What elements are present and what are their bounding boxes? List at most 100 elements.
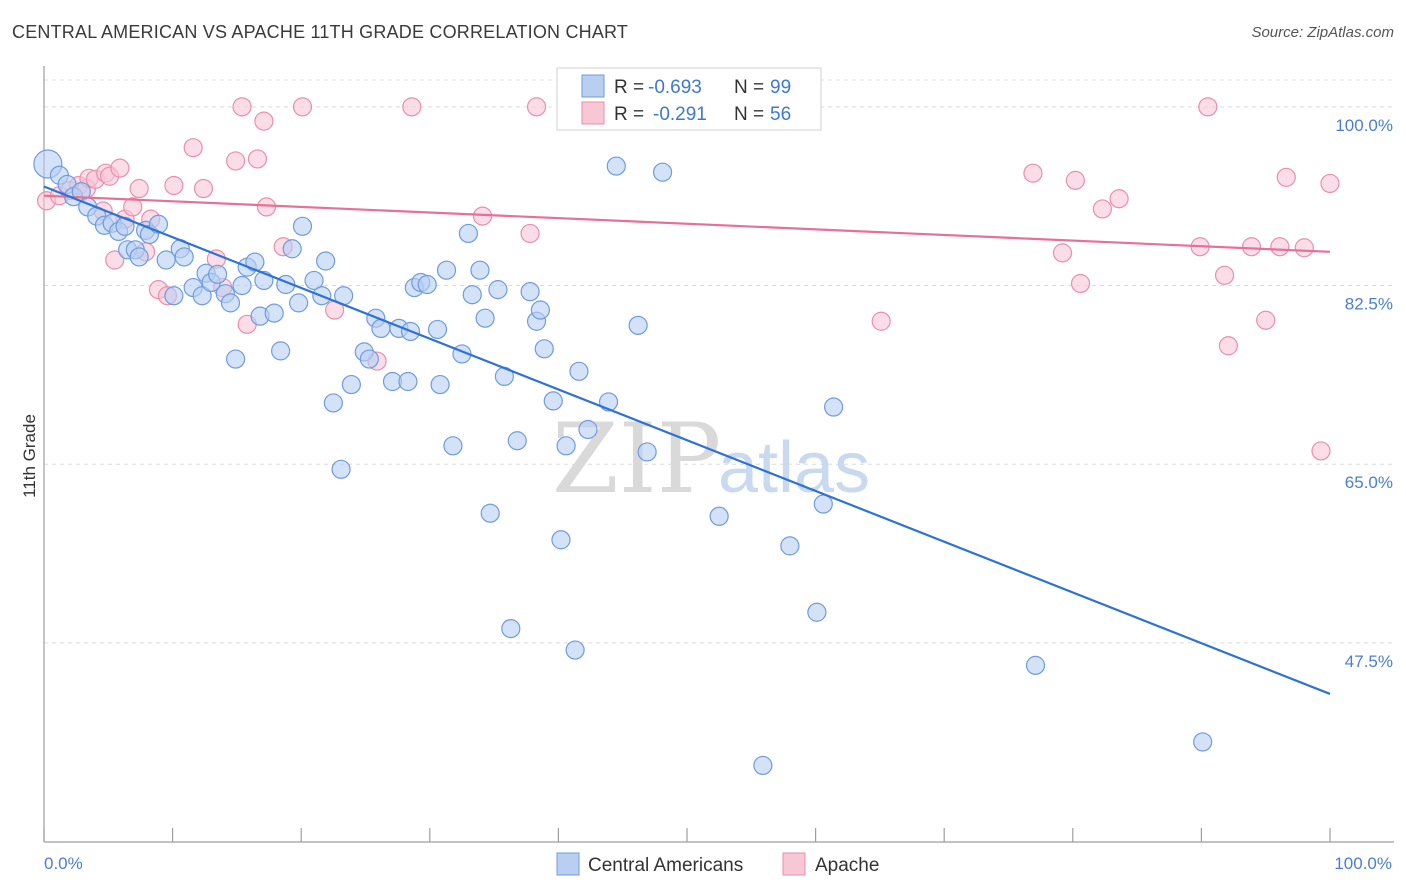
x-tick-label-100: 100.0% [1334,854,1392,873]
watermark-atlas: atlas [718,428,870,508]
central-americans-point [709,506,729,526]
y-tick-label: 100.0% [1335,116,1393,135]
central-americans-point [304,270,324,291]
central-americans-point [427,319,448,340]
apache-point [247,149,268,169]
central-americans-point [565,640,585,660]
apache-point [129,178,149,199]
central-americans-point [628,315,648,335]
central-americans-point [443,436,463,456]
apache-point [526,97,547,117]
apache-point [1109,189,1129,209]
legend-n-label-pink: N = [734,104,764,125]
legend-n-value-pink: 56 [770,104,791,125]
series-legend-label-apache: Apache [815,855,879,876]
central-americans-point [534,339,554,359]
central-americans-point [637,442,657,462]
central-americans-point [245,252,265,272]
apache-point [1092,199,1112,219]
central-americans-point [164,286,184,306]
central-americans-point [1025,655,1046,675]
x-tick-label-0: 0.0% [44,854,83,873]
y-tick-label: 47.5% [1345,652,1393,671]
apache-point [123,197,143,217]
apache-point [256,197,277,217]
central-americans-point [359,349,379,369]
central-americans-point [530,300,550,320]
central-americans-point [507,431,527,451]
legend-r-value-pink: -0.291 [653,104,707,125]
apache-point [1052,243,1073,263]
central-americans-point [578,419,598,440]
series-legend: Central Americans Apache [556,852,879,876]
central-americans-point [462,285,482,305]
apache-point [1070,273,1091,294]
central-americans-point [341,374,361,395]
watermark-zip: ZIP [552,403,721,515]
central-americans-point [807,602,827,622]
y-tick-label: 65.0% [1345,473,1393,492]
apache-point [1276,167,1296,187]
legend-swatch-blue [581,74,605,98]
central-americans-point [192,286,212,306]
apache-point [183,138,203,158]
series-legend-swatch-apache [782,852,806,876]
apache-point [1311,441,1331,461]
apache-point [402,97,422,117]
apache-point [520,223,540,244]
apache-point [1294,238,1314,258]
central-americans-point [488,280,508,300]
central-americans-point [1193,732,1213,752]
central-americans-point [480,503,500,523]
central-americans-point [780,536,800,556]
central-americans-point [551,530,571,550]
central-americans-point [331,459,351,479]
apache-point [1218,336,1239,356]
central-americans-point [323,393,343,413]
apache-point [164,175,184,196]
central-americans-point [458,223,478,244]
trend-lines [43,185,1331,695]
central-americans-point [753,755,773,776]
central-americans-point [220,293,241,313]
central-americans-point [475,308,495,328]
central-americans-point [824,397,844,417]
grid-lines [44,79,1394,644]
central-americans-trend-line [43,185,1331,695]
central-americans-point [289,293,309,313]
apache-point [105,250,125,270]
chart-title: CENTRAL AMERICAN VS APACHE 11TH GRADE CO… [12,22,629,42]
central-americans-point [174,247,194,267]
central-americans-point [501,618,521,639]
y-axis-label: 11th Grade [20,414,39,498]
apache-point [1270,237,1290,257]
central-americans-point [556,436,576,456]
legend-r-label-blue: R = [614,77,644,98]
apache-point [1198,97,1218,117]
central-americans-point [129,247,149,267]
central-americans-point [417,274,437,295]
central-americans-point [652,162,673,182]
legend-n-label-blue: N = [734,77,764,98]
legend-swatch-pink [581,101,605,125]
central-americans-point [271,341,291,361]
source-credit: Source: ZipAtlas.com [1251,24,1394,41]
central-americans-point [520,282,540,302]
x-axis-ticks [43,828,1331,842]
apache-point [1256,310,1276,330]
apache-point [110,158,130,178]
y-tick-label: 82.5% [1345,295,1393,314]
central-americans-point [813,494,833,514]
central-americans-point [470,260,490,280]
apache-point [292,97,313,117]
central-americans-point [316,251,336,271]
central-americans-point [292,216,313,236]
apache-point [1241,237,1262,257]
central-americans-point [232,275,252,296]
central-americans-point [436,260,457,280]
apache-point [254,111,274,131]
apache-point [871,311,891,331]
legend-n-value-blue: 99 [770,77,791,98]
series-legend-swatch-central-americans [556,852,580,876]
apache-point [1214,265,1235,285]
